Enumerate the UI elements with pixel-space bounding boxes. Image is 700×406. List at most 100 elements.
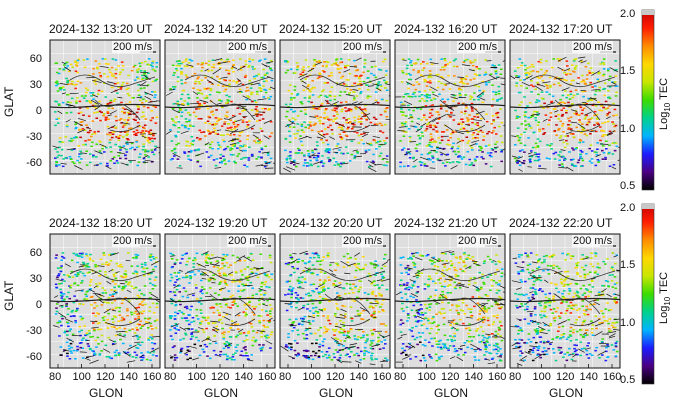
tec-point [117, 65, 120, 67]
tec-point [125, 331, 128, 333]
tec-point [131, 356, 135, 358]
tec-point [321, 165, 325, 167]
tec-point [106, 112, 110, 114]
tec-point [494, 303, 498, 306]
tec-point [470, 118, 474, 120]
tec-point [476, 264, 480, 267]
tec-point [544, 72, 547, 74]
tec-point [215, 328, 219, 331]
tec-point [475, 143, 478, 145]
velocity-vector [516, 159, 526, 165]
tec-point [123, 334, 126, 336]
tec-point [126, 133, 129, 135]
tec-point [133, 312, 136, 315]
tec-point [258, 139, 261, 141]
tec-point [216, 266, 219, 269]
tec-point [177, 142, 180, 145]
tec-point [321, 259, 324, 261]
velocity-vector [230, 321, 238, 325]
tec-point [207, 64, 211, 66]
tec-point [194, 115, 198, 118]
tec-point [201, 348, 205, 351]
tec-point [219, 153, 223, 156]
velocity-vector [127, 344, 137, 350]
tec-point [124, 297, 127, 299]
tec-point [357, 267, 360, 270]
tec-point [469, 277, 472, 280]
tec-point [537, 153, 541, 155]
tec-point [247, 256, 250, 259]
tec-point [128, 113, 131, 115]
tec-point [185, 320, 188, 322]
tec-point [299, 110, 303, 112]
tec-point [209, 307, 212, 309]
velocity-vector [403, 150, 412, 156]
tec-point [243, 164, 246, 166]
velocity-vector [298, 136, 308, 140]
tec-point [310, 271, 313, 274]
tec-point [602, 130, 606, 132]
velocity-vector [206, 338, 212, 341]
tec-point [466, 83, 469, 85]
tec-point [448, 88, 452, 90]
tec-point [378, 140, 382, 143]
tec-point [304, 329, 308, 332]
tec-point [319, 122, 322, 125]
tec-point [207, 130, 210, 133]
tec-point [500, 160, 503, 163]
tec-point [174, 304, 178, 306]
tec-point [288, 119, 291, 121]
tec-point [58, 146, 61, 149]
tec-point [485, 351, 488, 353]
tec-point [545, 85, 549, 87]
tec-point [241, 119, 245, 122]
tec-point [244, 145, 247, 147]
tec-point [226, 101, 230, 103]
tec-point [425, 128, 429, 130]
tec-point [185, 275, 189, 277]
tec-point [98, 353, 102, 355]
tec-point [207, 278, 210, 280]
tec-point [324, 328, 328, 330]
tec-point [356, 83, 360, 85]
tec-point [287, 89, 291, 92]
tec-point [338, 357, 342, 359]
tec-point [318, 60, 321, 62]
tec-point [559, 155, 562, 158]
tec-point [136, 347, 140, 349]
tec-point [197, 301, 201, 303]
tec-point [560, 109, 563, 111]
tec-point [453, 150, 457, 153]
tec-point [146, 327, 150, 329]
tec-point [55, 286, 58, 289]
tec-point [318, 120, 322, 122]
tec-point [220, 59, 223, 61]
tec-point [224, 274, 228, 277]
tec-point [402, 96, 405, 98]
tec-point [428, 141, 432, 144]
tec-point [80, 290, 84, 292]
tec-point [230, 100, 233, 103]
tec-point [183, 126, 187, 128]
tec-point [428, 116, 432, 118]
tec-point [335, 161, 338, 163]
tec-point [325, 357, 329, 359]
tec-point [361, 318, 365, 321]
tec-point [142, 267, 146, 270]
velocity-vector [341, 361, 352, 363]
tec-point [611, 153, 615, 155]
tec-point [518, 164, 522, 166]
tec-point [516, 135, 519, 137]
tec-point [385, 81, 388, 83]
tec-point [569, 116, 573, 118]
velocity-vector [202, 251, 209, 255]
tec-point [464, 104, 468, 107]
tec-point [181, 276, 185, 279]
tec-point [69, 315, 73, 318]
tec-point [600, 109, 604, 112]
tec-point [247, 66, 250, 68]
tec-point [287, 155, 291, 157]
tec-point [117, 137, 121, 139]
velocity-vector [385, 118, 390, 121]
tec-point [381, 158, 385, 161]
